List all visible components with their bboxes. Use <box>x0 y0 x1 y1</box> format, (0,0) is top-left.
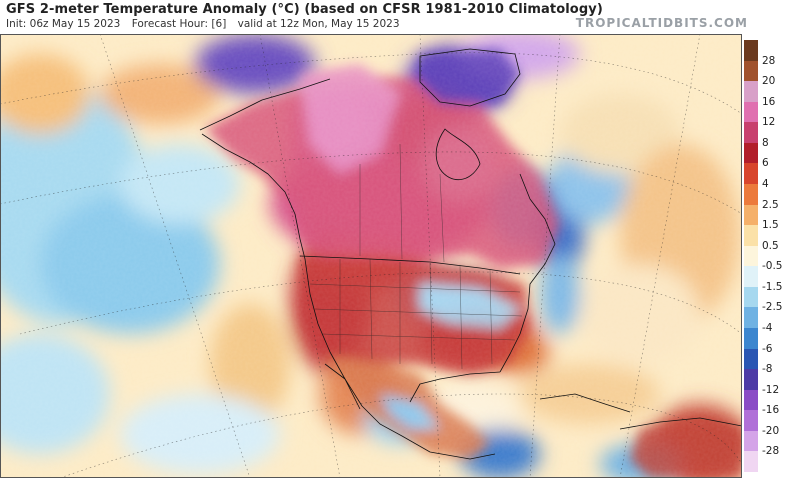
colorbar-swatch <box>744 204 758 226</box>
colorbar-swatch <box>744 101 758 123</box>
colorbar-label: 1.5 <box>762 219 779 232</box>
colorbar-swatch <box>744 245 758 267</box>
colorbar-label: -20 <box>762 424 780 437</box>
brand-watermark: TROPICALTIDBITS.COM <box>575 16 748 30</box>
colorbar-label: 0.5 <box>762 239 779 252</box>
colorbar-label: -0.5 <box>762 260 783 273</box>
colorbar-swatch <box>744 266 758 288</box>
map-title: GFS 2-meter Temperature Anomaly (°C) (ba… <box>6 2 603 17</box>
colorbar-swatch <box>744 328 758 350</box>
valid-time: valid at 12z Mon, May 15 2023 <box>237 18 400 30</box>
colorbar-label: 6 <box>762 157 769 170</box>
colorbar-label: 20 <box>762 75 776 88</box>
colorbar-legend: 28 20 16 12 8 6 4 2.5 1.5 0.5 -0.5 -1.5 -2.5 -4 -6 -8 -1… <box>742 34 788 478</box>
map-header: GFS 2-meter Temperature Anomaly (°C) (ba… <box>0 0 788 34</box>
map-subtitle: Init: 06z May 15 2023 Forecast Hour: [6]… <box>6 18 408 30</box>
colorbar-label: -2.5 <box>762 301 783 314</box>
colorbar-swatch <box>744 184 758 206</box>
colorbar-swatch <box>744 307 758 329</box>
colorbar-label: 16 <box>762 95 776 108</box>
colorbar-label: -1.5 <box>762 280 783 293</box>
colorbar-swatch <box>744 225 758 247</box>
colorbar-label: 12 <box>762 116 776 129</box>
political-boundaries <box>309 143 523 370</box>
coastlines <box>199 48 742 460</box>
colorbar-swatch <box>744 389 758 411</box>
graticule <box>0 34 742 478</box>
colorbar-label: -8 <box>762 363 773 376</box>
colorbar-swatch <box>744 286 758 308</box>
colorbar-label: 28 <box>762 54 776 67</box>
init-time: Init: 06z May 15 2023 <box>6 18 121 30</box>
colorbar-label: 2.5 <box>762 198 779 211</box>
colorbar-swatch <box>744 369 758 391</box>
colorbar-label: -6 <box>762 342 773 355</box>
colorbar-swatch <box>744 348 758 370</box>
colorbar-swatch <box>744 40 758 62</box>
colorbar-label: 8 <box>762 136 769 149</box>
colorbar-label: -4 <box>762 322 773 334</box>
colorbar-swatch <box>744 451 758 473</box>
colorbar-swatch <box>744 430 758 452</box>
colorbar-swatch <box>744 142 758 164</box>
colorbar-swatch <box>744 122 758 144</box>
colorbar-swatch <box>744 163 758 185</box>
colorbar-label: -12 <box>762 383 780 396</box>
colorbar-swatch <box>744 60 758 82</box>
colorbar-label: -28 <box>762 445 780 458</box>
forecast-hour: Forecast Hour: [6] <box>131 18 227 30</box>
temperature-anomaly-map <box>0 34 742 478</box>
colorbar-label: -16 <box>762 404 780 417</box>
colorbar-swatch <box>744 81 758 103</box>
colorbar-label: 4 <box>762 178 769 190</box>
colorbar-swatch <box>744 410 758 432</box>
